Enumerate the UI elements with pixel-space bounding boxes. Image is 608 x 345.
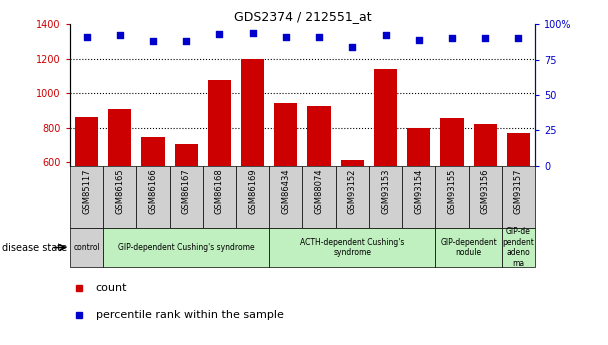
- Bar: [170, 166, 203, 228]
- Bar: [507, 133, 530, 166]
- Point: [148, 38, 158, 44]
- Bar: [336, 166, 369, 228]
- Text: GSM86168: GSM86168: [215, 169, 224, 215]
- Text: disease state: disease state: [2, 243, 67, 253]
- Point: [347, 44, 357, 50]
- Point: [381, 33, 390, 38]
- Point: [215, 31, 224, 37]
- Bar: [274, 103, 297, 166]
- Text: GSM86165: GSM86165: [116, 169, 124, 214]
- Bar: [108, 109, 131, 166]
- Text: control: control: [73, 243, 100, 252]
- Bar: [141, 137, 165, 166]
- Bar: [70, 166, 103, 228]
- Point: [115, 33, 125, 38]
- Text: GIP-de
pendent
adeno
ma: GIP-de pendent adeno ma: [502, 227, 534, 268]
- Bar: [340, 160, 364, 166]
- Point: [81, 34, 91, 40]
- Text: percentile rank within the sample: percentile rank within the sample: [95, 310, 283, 320]
- Text: GSM86166: GSM86166: [148, 169, 157, 215]
- Bar: [174, 144, 198, 166]
- Bar: [374, 69, 397, 166]
- Point: [514, 36, 523, 41]
- Text: ACTH-dependent Cushing's
syndrome: ACTH-dependent Cushing's syndrome: [300, 238, 404, 257]
- Title: GDS2374 / 212551_at: GDS2374 / 212551_at: [233, 10, 371, 23]
- Bar: [502, 166, 535, 228]
- Bar: [269, 228, 435, 267]
- Point: [480, 36, 490, 41]
- Bar: [241, 59, 264, 166]
- Text: GSM93156: GSM93156: [481, 169, 489, 214]
- Bar: [469, 166, 502, 228]
- Bar: [269, 166, 302, 228]
- Text: GSM86434: GSM86434: [282, 169, 291, 214]
- Bar: [440, 118, 464, 166]
- Text: count: count: [95, 284, 127, 293]
- Text: GSM85117: GSM85117: [82, 169, 91, 214]
- Point: [248, 30, 258, 36]
- Bar: [407, 128, 430, 166]
- Bar: [75, 117, 98, 166]
- Text: GIP-dependent Cushing's syndrome: GIP-dependent Cushing's syndrome: [118, 243, 255, 252]
- Text: GSM93157: GSM93157: [514, 169, 523, 214]
- Point: [414, 37, 424, 42]
- Bar: [103, 228, 269, 267]
- Bar: [435, 166, 469, 228]
- Text: GSM93152: GSM93152: [348, 169, 357, 214]
- Text: GSM93153: GSM93153: [381, 169, 390, 214]
- Point: [314, 34, 324, 40]
- Bar: [70, 228, 103, 267]
- Bar: [402, 166, 435, 228]
- Bar: [435, 228, 502, 267]
- Text: GSM86169: GSM86169: [248, 169, 257, 214]
- Text: GSM86167: GSM86167: [182, 169, 191, 215]
- Point: [181, 38, 191, 44]
- Bar: [502, 228, 535, 267]
- Point: [447, 36, 457, 41]
- Bar: [474, 124, 497, 166]
- Bar: [369, 166, 402, 228]
- Text: GSM93155: GSM93155: [447, 169, 457, 214]
- Bar: [302, 166, 336, 228]
- Bar: [208, 80, 231, 166]
- Bar: [136, 166, 170, 228]
- Point: [281, 34, 291, 40]
- Bar: [236, 166, 269, 228]
- Text: GIP-dependent
nodule: GIP-dependent nodule: [440, 238, 497, 257]
- Text: GSM88074: GSM88074: [314, 169, 323, 214]
- Bar: [203, 166, 236, 228]
- Bar: [308, 106, 331, 166]
- Bar: [103, 166, 136, 228]
- Text: GSM93154: GSM93154: [414, 169, 423, 214]
